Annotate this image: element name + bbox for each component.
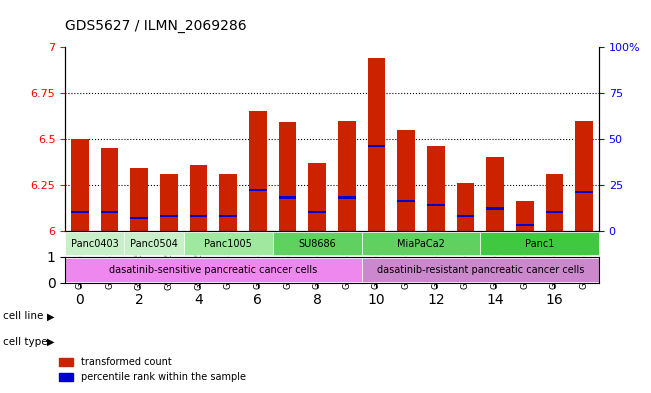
Bar <box>130 217 148 219</box>
Bar <box>279 122 296 231</box>
Bar <box>219 215 237 217</box>
Bar <box>456 215 475 217</box>
Bar <box>71 139 89 231</box>
Bar <box>309 163 326 231</box>
FancyBboxPatch shape <box>362 258 599 282</box>
Text: ▶: ▶ <box>47 337 55 347</box>
Bar <box>486 208 504 209</box>
Text: GDS5627 / ILMN_2069286: GDS5627 / ILMN_2069286 <box>65 19 247 33</box>
Bar <box>427 204 445 206</box>
Text: Panc1: Panc1 <box>525 239 554 249</box>
Text: dasatinib-resistant pancreatic cancer cells: dasatinib-resistant pancreatic cancer ce… <box>377 265 584 275</box>
Text: dasatinib-sensitive pancreatic cancer cells: dasatinib-sensitive pancreatic cancer ce… <box>109 265 318 275</box>
Bar <box>249 111 267 231</box>
Bar <box>279 196 296 198</box>
Bar <box>427 146 445 231</box>
Bar <box>368 58 385 231</box>
Bar <box>189 215 208 217</box>
Bar <box>338 121 355 231</box>
Bar <box>546 211 563 213</box>
Text: Panc0504: Panc0504 <box>130 239 178 249</box>
FancyBboxPatch shape <box>362 232 480 255</box>
Text: cell type: cell type <box>3 337 48 347</box>
Bar <box>309 211 326 213</box>
FancyBboxPatch shape <box>65 232 124 255</box>
Bar <box>397 130 415 231</box>
Text: Panc1005: Panc1005 <box>204 239 252 249</box>
Text: SU8686: SU8686 <box>298 239 336 249</box>
FancyBboxPatch shape <box>65 258 362 282</box>
Bar <box>368 145 385 147</box>
Bar <box>456 183 475 231</box>
Bar <box>160 174 178 231</box>
FancyBboxPatch shape <box>184 232 273 255</box>
Bar <box>71 211 89 213</box>
Bar <box>130 168 148 231</box>
Bar <box>160 215 178 217</box>
FancyBboxPatch shape <box>273 232 362 255</box>
FancyBboxPatch shape <box>124 232 184 255</box>
Text: ▶: ▶ <box>47 311 55 321</box>
Bar <box>575 191 593 193</box>
Text: MiaPaCa2: MiaPaCa2 <box>397 239 445 249</box>
Bar <box>101 148 118 231</box>
Bar <box>219 174 237 231</box>
FancyBboxPatch shape <box>480 232 599 255</box>
Bar <box>516 224 534 226</box>
Bar <box>546 174 563 231</box>
Bar <box>338 196 355 198</box>
Text: Panc0403: Panc0403 <box>71 239 118 249</box>
Legend: transformed count, percentile rank within the sample: transformed count, percentile rank withi… <box>57 355 248 384</box>
Bar <box>249 189 267 191</box>
Text: cell line: cell line <box>3 311 44 321</box>
Bar <box>516 201 534 231</box>
Bar <box>189 165 208 231</box>
Bar <box>101 211 118 213</box>
Bar <box>397 200 415 202</box>
Bar <box>575 121 593 231</box>
Bar <box>486 157 504 231</box>
